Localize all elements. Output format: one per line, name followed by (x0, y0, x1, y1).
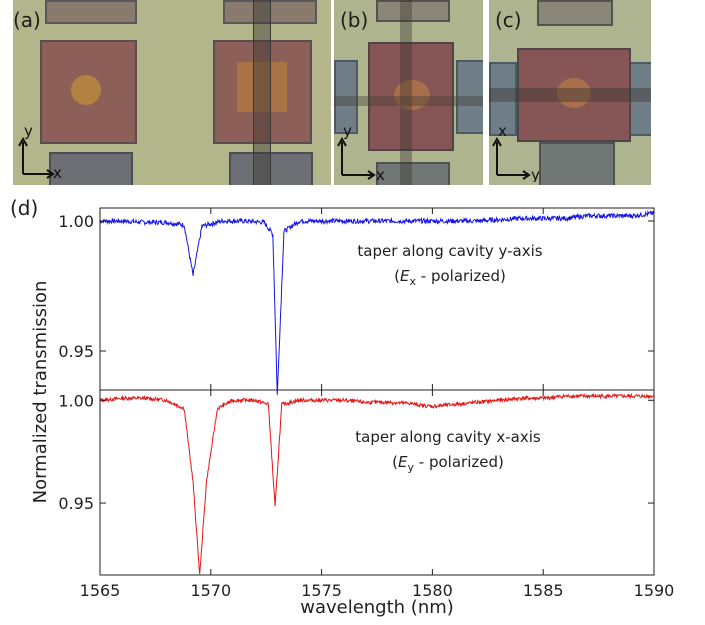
contact-pad (229, 152, 313, 185)
micrograph-b: (b) y x (334, 0, 483, 185)
panel-label-a: (a) (13, 8, 41, 32)
y-tick-label-top: 0.95 (58, 342, 94, 361)
y-tick-label-bottom: 0.95 (58, 494, 94, 513)
panel-label-d: (d) (10, 196, 39, 220)
contact-pad (489, 62, 517, 136)
series-line-top (99, 209, 655, 395)
axis-label-horizontal: y (531, 166, 540, 182)
contact-pad (376, 0, 450, 22)
axis-label-vertical: y (24, 122, 33, 140)
series-line-bottom (99, 392, 655, 575)
fiber-taper (489, 88, 651, 102)
x-tick-label: 1575 (301, 581, 342, 600)
x-tick-label: 1585 (523, 581, 564, 600)
cavity-spot (71, 75, 101, 105)
axis-label-vertical: y (343, 122, 352, 140)
x-tick-label: 1580 (412, 581, 453, 600)
cavity-spot (394, 80, 430, 110)
cavity-spot (557, 78, 591, 108)
panel-label-b: (b) (340, 8, 369, 32)
plot-frame-bottom (99, 389, 655, 576)
fiber-taper (334, 96, 483, 106)
y-axis-label: Normalized transmission (30, 281, 51, 504)
annotation-bottom-line1: taper along cavity x-axis (355, 428, 541, 446)
annotation-top-line1: taper along cavity y-axis (357, 242, 542, 260)
axis-indicator-a: y x (18, 122, 62, 180)
contact-pad (334, 60, 358, 134)
panel-label-c: (c) (495, 8, 522, 32)
x-tick-label: 1565 (80, 581, 121, 600)
contact-pad (539, 142, 615, 185)
fiber-taper (400, 0, 412, 185)
series-top (99, 209, 655, 395)
axis-label-vertical: x (498, 122, 507, 140)
axis-ticks: 1.00 0.95 1.00 0.95 1565 1570 1575 1580 1585 1590 (58, 208, 674, 600)
micrograph-c: (c) x y (489, 0, 651, 185)
contact-pad (49, 152, 133, 185)
fiber-taper (253, 0, 271, 185)
axis-indicator-c: x y (492, 122, 540, 182)
y-tick-label-top: 1.00 (58, 212, 94, 231)
contact-pad (456, 60, 483, 134)
contact-pad (45, 0, 137, 24)
y-tick-label-bottom: 1.00 (58, 391, 94, 410)
x-tick-label: 1570 (190, 581, 231, 600)
annotation-bottom-line2: (Ey - polarized) (392, 453, 504, 474)
annotation-top-line2: (Ex - polarized) (394, 267, 506, 288)
micrograph-a: (a) y x (13, 0, 331, 185)
contact-pad (376, 162, 450, 185)
cavity-spot (237, 62, 287, 112)
axis-indicator-b: y x (337, 122, 385, 182)
plot-frame-top (99, 207, 655, 391)
x-tick-label: 1590 (634, 581, 675, 600)
axis-label-horizontal: x (53, 164, 62, 180)
axis-label-horizontal: x (376, 166, 385, 182)
x-axis-label: wavelength (nm) (300, 597, 454, 618)
contact-pad (537, 0, 613, 26)
series-bottom (99, 392, 655, 575)
